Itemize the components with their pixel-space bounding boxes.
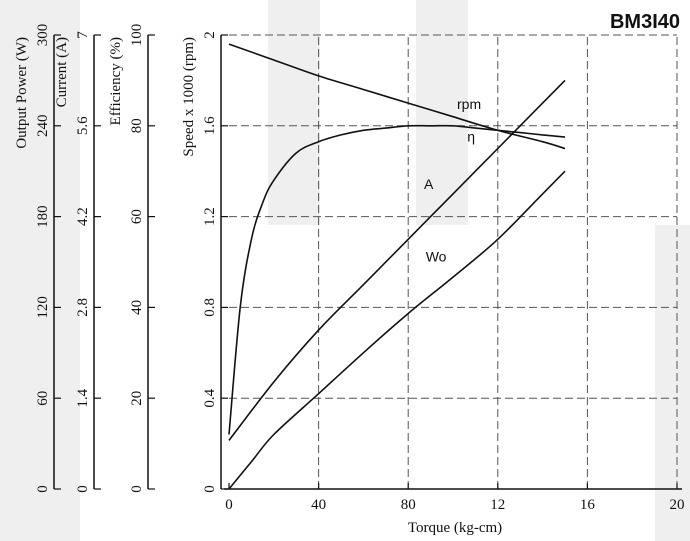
background-panel — [468, 0, 690, 225]
x-tick-label: 12 — [490, 497, 505, 513]
y-tick-label: 0 — [129, 485, 145, 493]
y-axis-title: Efficiency (%) — [108, 37, 124, 125]
series-line-wo — [228, 170, 566, 490]
y-tick-label: 0 — [202, 485, 218, 493]
series-line-rpm — [228, 43, 566, 150]
y-tick-label: 40 — [129, 300, 145, 315]
y-tick-label: 0.4 — [202, 388, 218, 407]
y-tick-label: 2 — [202, 31, 218, 39]
background-panel — [655, 225, 690, 541]
series-label: A — [424, 176, 434, 192]
y-axis-title: Speed x 1000 (rpm) — [181, 37, 197, 157]
x-tick-label: 40 — [311, 497, 326, 513]
x-axis: 0 40 80 12 16 20 — [224, 483, 685, 513]
series-label: Wo — [426, 248, 447, 264]
background-panel — [80, 225, 655, 541]
y-tick-label: 4.2 — [75, 207, 91, 226]
y-tick-label: 0 — [35, 485, 51, 493]
y-tick-label: 120 — [35, 296, 51, 319]
x-axis-title: Torque (kg-cm) — [408, 520, 502, 536]
y-tick-label: 0.8 — [202, 298, 218, 317]
background-panel — [0, 0, 80, 225]
series-line-a — [228, 79, 566, 441]
background-panel — [80, 0, 268, 225]
series-line-efficiency — [228, 124, 566, 435]
y-tick-label: 1.6 — [202, 116, 218, 135]
y-tick-label: 240 — [35, 115, 51, 138]
x-tick-label: 16 — [580, 497, 596, 513]
y-tick-label: 300 — [35, 24, 51, 47]
y-axis-title: Current (A) — [54, 37, 70, 107]
y-tick-label: 7 — [75, 31, 91, 39]
x-tick-label: 80 — [401, 497, 416, 513]
x-tick-label: 0 — [225, 497, 233, 513]
y-tick-label: 80 — [129, 118, 145, 133]
y-tick-label: 1.2 — [202, 207, 218, 226]
y-tick-label: 180 — [35, 205, 51, 228]
series-label: η — [467, 129, 475, 145]
data-curves: rpm η A Wo — [228, 43, 566, 490]
y-tick-label: 0 — [75, 485, 91, 493]
gridlines — [229, 34, 678, 489]
y-tick-label: 60 — [35, 391, 51, 406]
series-label: rpm — [457, 96, 481, 112]
background-panel — [0, 225, 80, 541]
y-tick-label: 100 — [129, 24, 145, 47]
y-tick-label: 1.4 — [75, 388, 91, 407]
y-tick-label: 5.6 — [75, 116, 91, 135]
y-tick-label: 20 — [129, 391, 145, 406]
chart-title: BM3I40 — [610, 11, 680, 33]
y-tick-label: 60 — [129, 209, 145, 224]
y-tick-label: 2.8 — [75, 298, 91, 317]
y-axis-title: Output Power (W) — [14, 37, 30, 149]
background-panel — [268, 0, 320, 225]
background-panel — [320, 0, 416, 225]
x-tick-label: 20 — [670, 497, 685, 513]
